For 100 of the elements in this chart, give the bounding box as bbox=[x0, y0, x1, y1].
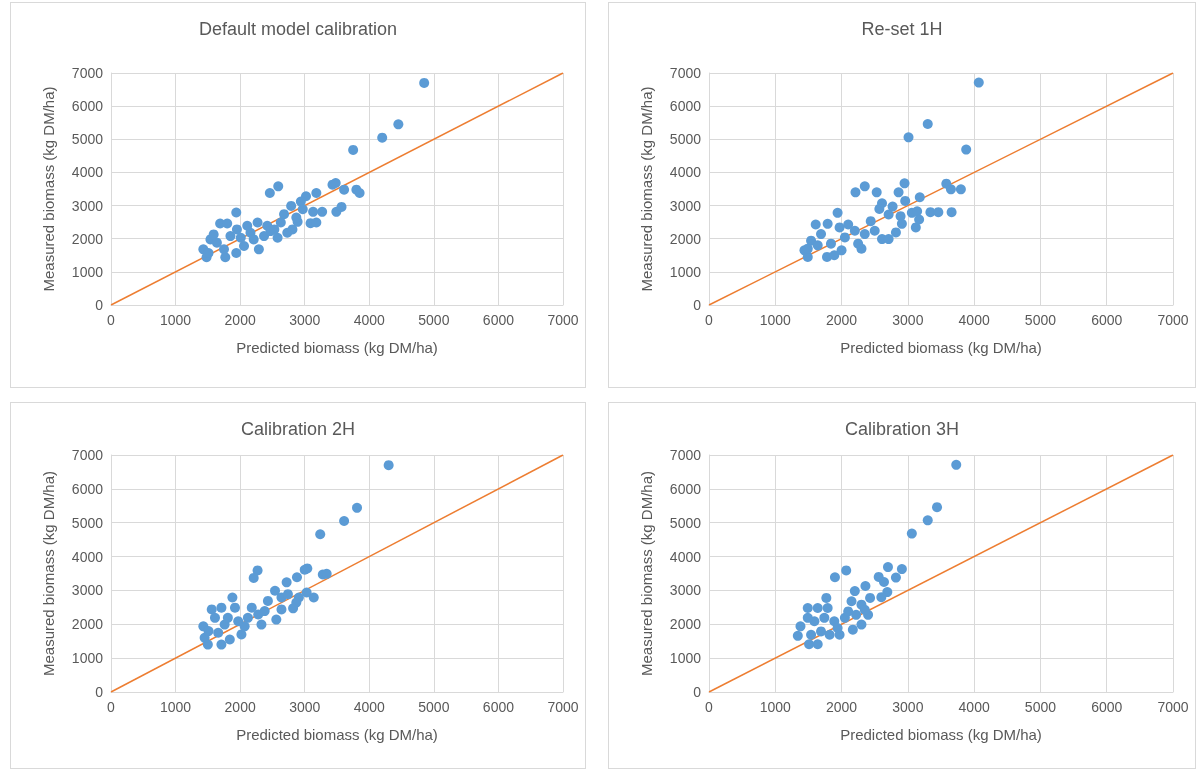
point bbox=[246, 602, 257, 613]
point bbox=[856, 619, 867, 630]
point bbox=[824, 629, 835, 640]
y-tick-label: 4000 bbox=[71, 548, 104, 565]
point bbox=[893, 187, 904, 198]
point bbox=[812, 240, 823, 251]
point bbox=[812, 639, 823, 650]
point bbox=[288, 603, 299, 614]
point bbox=[851, 609, 862, 620]
point bbox=[843, 219, 854, 230]
point bbox=[393, 119, 404, 130]
point bbox=[922, 119, 933, 130]
y-tick-label: 6000 bbox=[71, 98, 104, 115]
point bbox=[821, 592, 832, 603]
point bbox=[377, 132, 388, 143]
point bbox=[912, 206, 923, 217]
point bbox=[317, 206, 328, 217]
x-tick-label: 2000 bbox=[825, 699, 858, 715]
point bbox=[259, 606, 270, 617]
x-tick-label: 7000 bbox=[1157, 312, 1189, 328]
point bbox=[282, 589, 293, 600]
point bbox=[846, 596, 857, 607]
point bbox=[276, 604, 287, 615]
y-tick-label: 5000 bbox=[669, 514, 702, 531]
point bbox=[865, 216, 876, 227]
point bbox=[961, 144, 972, 155]
y-tick-label: 4000 bbox=[71, 164, 104, 181]
y-tick-label: 5000 bbox=[669, 131, 702, 148]
y-axis-title: Measured biomass (kg DM/ha) bbox=[638, 470, 655, 677]
point bbox=[955, 184, 966, 195]
point bbox=[256, 619, 267, 630]
point bbox=[860, 581, 871, 592]
y-tick-label: 0 bbox=[95, 297, 104, 313]
point bbox=[286, 200, 297, 211]
point bbox=[946, 207, 957, 218]
point bbox=[242, 220, 253, 231]
point bbox=[900, 195, 911, 206]
y-tick-label: 1000 bbox=[71, 650, 104, 667]
point bbox=[853, 238, 864, 249]
point bbox=[829, 250, 840, 261]
point bbox=[887, 201, 898, 212]
point bbox=[850, 187, 861, 198]
point bbox=[222, 218, 233, 229]
x-tick-label: 4000 bbox=[353, 699, 386, 715]
point bbox=[869, 225, 880, 236]
point bbox=[792, 630, 803, 641]
point bbox=[871, 187, 882, 198]
point bbox=[315, 529, 326, 540]
point bbox=[839, 232, 850, 243]
x-tick-label: 1000 bbox=[159, 699, 192, 715]
point bbox=[297, 204, 308, 215]
y-tick-label: 6000 bbox=[669, 98, 702, 115]
y-tick-label: 2000 bbox=[669, 230, 702, 247]
point bbox=[231, 207, 242, 218]
point bbox=[308, 592, 319, 603]
y-tick-label: 2000 bbox=[71, 230, 104, 247]
point bbox=[259, 231, 270, 242]
x-tick-label: 0 bbox=[705, 312, 714, 328]
x-tick-label: 5000 bbox=[418, 312, 450, 328]
point bbox=[236, 629, 247, 640]
y-tick-label: 3000 bbox=[71, 197, 104, 214]
y-tick-label: 5000 bbox=[71, 131, 104, 148]
point bbox=[227, 592, 238, 603]
point bbox=[271, 614, 282, 625]
x-axis-title: Predicted biomass (kg DM/ha) bbox=[840, 339, 1042, 356]
point bbox=[932, 502, 943, 513]
x-tick-label: 4000 bbox=[353, 312, 386, 328]
point bbox=[834, 222, 845, 233]
x-tick-label: 5000 bbox=[418, 699, 450, 715]
y-tick-label: 6000 bbox=[669, 480, 702, 497]
x-tick-label: 1000 bbox=[759, 312, 792, 328]
y-tick-label: 0 bbox=[693, 684, 702, 700]
point bbox=[925, 207, 936, 218]
point bbox=[311, 187, 322, 198]
point bbox=[804, 639, 815, 650]
point bbox=[849, 225, 860, 236]
point bbox=[882, 562, 893, 573]
y-tick-label: 4000 bbox=[669, 548, 702, 565]
point bbox=[822, 603, 833, 614]
point bbox=[841, 565, 852, 576]
point bbox=[816, 626, 827, 637]
point bbox=[843, 606, 854, 617]
point bbox=[896, 218, 907, 229]
x-tick-label: 6000 bbox=[482, 312, 515, 328]
point bbox=[352, 502, 363, 513]
y-tick-label: 1000 bbox=[669, 263, 702, 280]
x-tick-label: 0 bbox=[107, 699, 116, 715]
y-tick-label: 3000 bbox=[71, 582, 104, 599]
y-axis-title: Measured biomass (kg DM/ha) bbox=[638, 86, 655, 292]
point bbox=[836, 245, 847, 256]
point bbox=[216, 602, 227, 613]
chart-title: Re-set 1H bbox=[861, 19, 943, 39]
point bbox=[899, 178, 910, 189]
x-tick-label: 4000 bbox=[958, 699, 990, 715]
x-tick-label: 2000 bbox=[825, 312, 858, 328]
point bbox=[281, 577, 292, 588]
point bbox=[832, 623, 843, 634]
point bbox=[248, 234, 259, 245]
y-tick-label: 6000 bbox=[71, 480, 104, 497]
x-axis-title: Predicted biomass (kg DM/ha) bbox=[236, 726, 438, 743]
